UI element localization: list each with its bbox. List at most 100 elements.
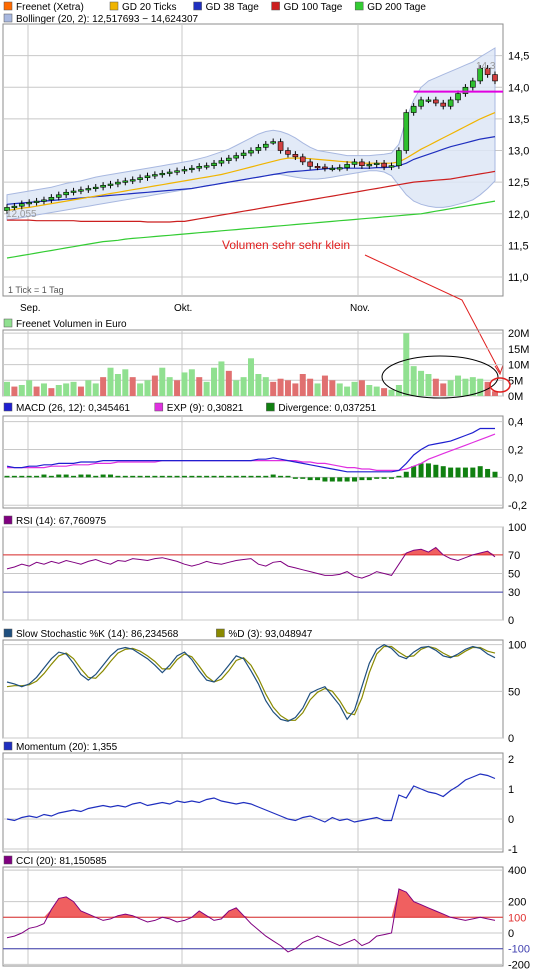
volume-bar [284, 380, 291, 396]
y-tick-label: 11,0 [508, 272, 529, 284]
divergence-bar [485, 468, 491, 478]
y-tick-label: -200 [508, 959, 530, 971]
candle-body [48, 197, 55, 201]
divergence-bar [181, 475, 187, 478]
divergence-bar [470, 467, 476, 478]
legend-swatch [216, 628, 225, 638]
candle-body [100, 185, 106, 188]
candle-body [181, 169, 188, 172]
legend-label: Momentum (20): 1,355 [16, 742, 118, 753]
divergence-bar [285, 475, 291, 478]
y-tick-label: 0,2 [508, 444, 523, 456]
candle-body [366, 164, 373, 167]
volume-bar [159, 367, 166, 396]
divergence-bar [189, 475, 195, 478]
volume-bar [85, 380, 92, 396]
candle-body [418, 99, 424, 107]
candle-body [277, 141, 284, 151]
divergence-bar [433, 464, 439, 478]
candle-body [233, 155, 240, 159]
divergence-bar [19, 475, 25, 478]
candle-body [462, 86, 469, 94]
divergence-bar [455, 467, 461, 478]
y-tick-label: 12,0 [508, 209, 529, 221]
volume-bar [381, 388, 388, 396]
volume-bar [477, 378, 484, 396]
divergence-bar [448, 467, 454, 478]
volume-bar [92, 383, 99, 396]
candle-body [248, 150, 254, 154]
volume-bar [432, 378, 439, 396]
candle-body [270, 141, 276, 144]
legend-swatch [354, 1, 364, 11]
divergence-bar [218, 475, 224, 478]
cci-panel: CCI (20): 81,150585 400 200 100 0 -100 -200 [2, 855, 530, 971]
y-tick-label: -0,2 [508, 500, 527, 512]
divergence-bar [152, 475, 158, 478]
divergence-bar [159, 475, 165, 478]
cci-overbought-fill [7, 889, 495, 918]
y-tick-label: -1 [508, 844, 518, 856]
y-tick-label: 13,0 [508, 146, 529, 158]
candle-body [55, 194, 62, 198]
volume-bar [11, 386, 18, 396]
divergence-bar [226, 475, 232, 478]
volume-bar [55, 385, 62, 396]
volume-bar [203, 381, 210, 396]
volume-bar [403, 333, 410, 396]
divergence-bar [34, 475, 40, 478]
stochastic-panel: Slow Stochastic %K (14): 86,234568 %D (3)… [2, 628, 526, 745]
candle-body [137, 177, 143, 180]
candle-body [70, 190, 77, 193]
macd-panel: MACD (26, 12): 0,345461 EXP (9): 0,30821 D… [2, 402, 527, 512]
candle-body [484, 67, 491, 75]
macd-line [6, 427, 495, 473]
divergence-bar [100, 474, 106, 478]
y-tick-label: 50 [508, 569, 520, 581]
volume-bar [63, 383, 70, 396]
legend-swatch [109, 1, 119, 11]
volume-bar [277, 378, 284, 396]
volume-bar [351, 381, 358, 396]
candle-body [477, 67, 484, 82]
gd100-line [7, 170, 496, 223]
volume-bar [321, 375, 328, 396]
divergence-bar [233, 475, 239, 478]
legend-label: Divergence: 0,037251 [278, 403, 376, 414]
candle-body [336, 167, 343, 170]
divergence-bar [26, 475, 32, 478]
candle-body [122, 180, 129, 183]
divergence-bar [130, 475, 136, 478]
y-tick-label: 0 [508, 814, 514, 826]
divergence-bar [337, 477, 343, 482]
divergence-bar [248, 475, 254, 478]
divergence-bar [403, 471, 409, 478]
divergence-bar [278, 475, 284, 478]
volume-bar [299, 374, 306, 396]
legend-label: Freenet (Xetra) [16, 2, 84, 13]
divergence-bar [322, 477, 328, 482]
divergence-bar [115, 475, 121, 478]
candle-body [470, 80, 476, 88]
volume-bar [18, 385, 25, 396]
legend-label: CCI (20): 81,150585 [16, 856, 107, 867]
legend-swatch [3, 13, 13, 23]
divergence-bar [477, 466, 483, 478]
candle-body [285, 150, 291, 155]
panel-frame [2, 415, 504, 509]
annotation-arrowhead [494, 364, 504, 376]
divergence-bar [374, 477, 380, 479]
candle-body [359, 161, 365, 166]
y-tick-label: 2 [508, 754, 514, 766]
volume-bar [166, 377, 173, 396]
legend-swatch [3, 318, 13, 328]
candle-body [344, 164, 350, 168]
divergence-bar [292, 477, 298, 479]
volume-bar [181, 372, 188, 396]
candle-body [166, 171, 173, 174]
volume-bar [447, 380, 454, 396]
legend-swatch [266, 402, 275, 412]
candle-body [425, 99, 432, 102]
y-tick-label: 13,5 [508, 114, 529, 126]
divergence-bar [78, 474, 84, 478]
